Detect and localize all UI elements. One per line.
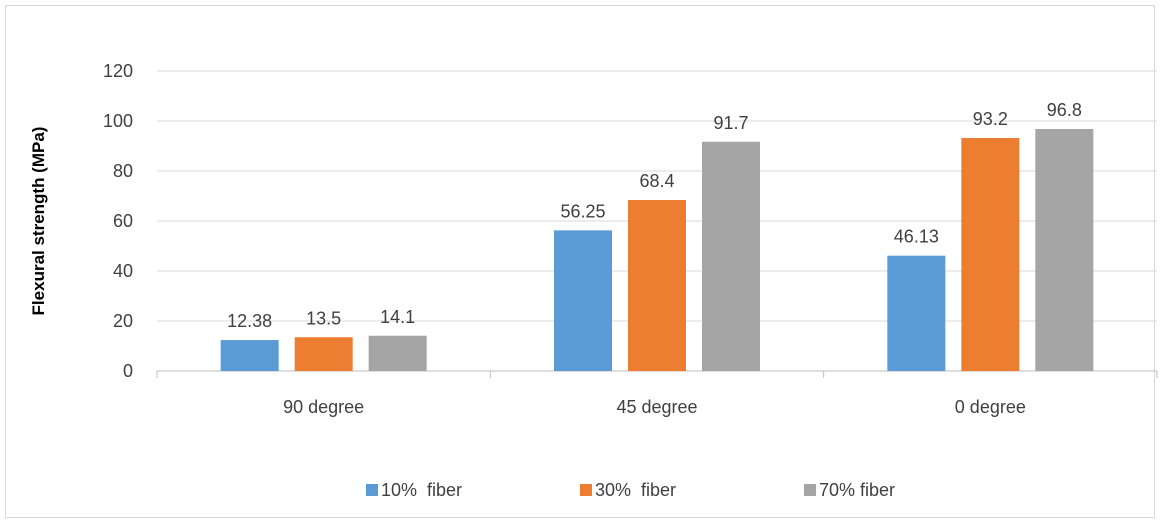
data-label: 68.4 — [639, 171, 674, 191]
y-axis-title: Flexural strength (MPa) — [29, 127, 48, 316]
y-tick-label: 60 — [113, 211, 133, 231]
legend: 10% fiber 30% fiber 70% fiber — [366, 480, 895, 500]
bar — [368, 335, 427, 371]
category-label: 0 degree — [955, 397, 1026, 417]
y-tick-label: 100 — [103, 111, 133, 131]
data-label: 13.5 — [306, 308, 341, 328]
y-tick-label: 120 — [103, 61, 133, 81]
bar — [702, 141, 760, 371]
category-label: 45 degree — [616, 397, 697, 417]
data-label: 12.38 — [227, 311, 272, 331]
bar — [554, 230, 612, 371]
data-label: 93.2 — [973, 109, 1008, 129]
legend-swatch — [366, 484, 378, 496]
data-label: 96.8 — [1047, 100, 1082, 120]
data-label: 56.25 — [560, 201, 605, 221]
bar — [1035, 129, 1094, 371]
data-label: 91.7 — [713, 113, 748, 133]
data-label: 46.13 — [894, 227, 939, 247]
legend-swatch — [804, 484, 816, 496]
y-tick-label: 40 — [113, 261, 133, 281]
legend-label: 70% fiber — [819, 480, 895, 500]
data-labels: 12.38 13.5 14.1 56.25 68.4 91.7 46.13 93.2 96.8 — [227, 100, 1082, 331]
axes: 0 20 40 60 80 100 120 90 degree 45 degree 0 degre… — [103, 61, 1158, 417]
y-tick-label: 0 — [123, 361, 133, 381]
legend-label: 30% fiber — [595, 480, 676, 500]
category-label: 90 degree — [283, 397, 364, 417]
bar — [220, 340, 279, 371]
legend-label: 10% fiber — [381, 480, 462, 500]
y-tick-label: 20 — [113, 311, 133, 331]
y-tick-label: 80 — [113, 161, 133, 181]
bars — [220, 129, 1094, 371]
bar — [887, 255, 946, 371]
data-label: 14.1 — [380, 307, 415, 327]
bar — [294, 337, 353, 371]
bar — [628, 200, 686, 371]
bar — [961, 138, 1020, 371]
legend-swatch — [580, 484, 592, 496]
